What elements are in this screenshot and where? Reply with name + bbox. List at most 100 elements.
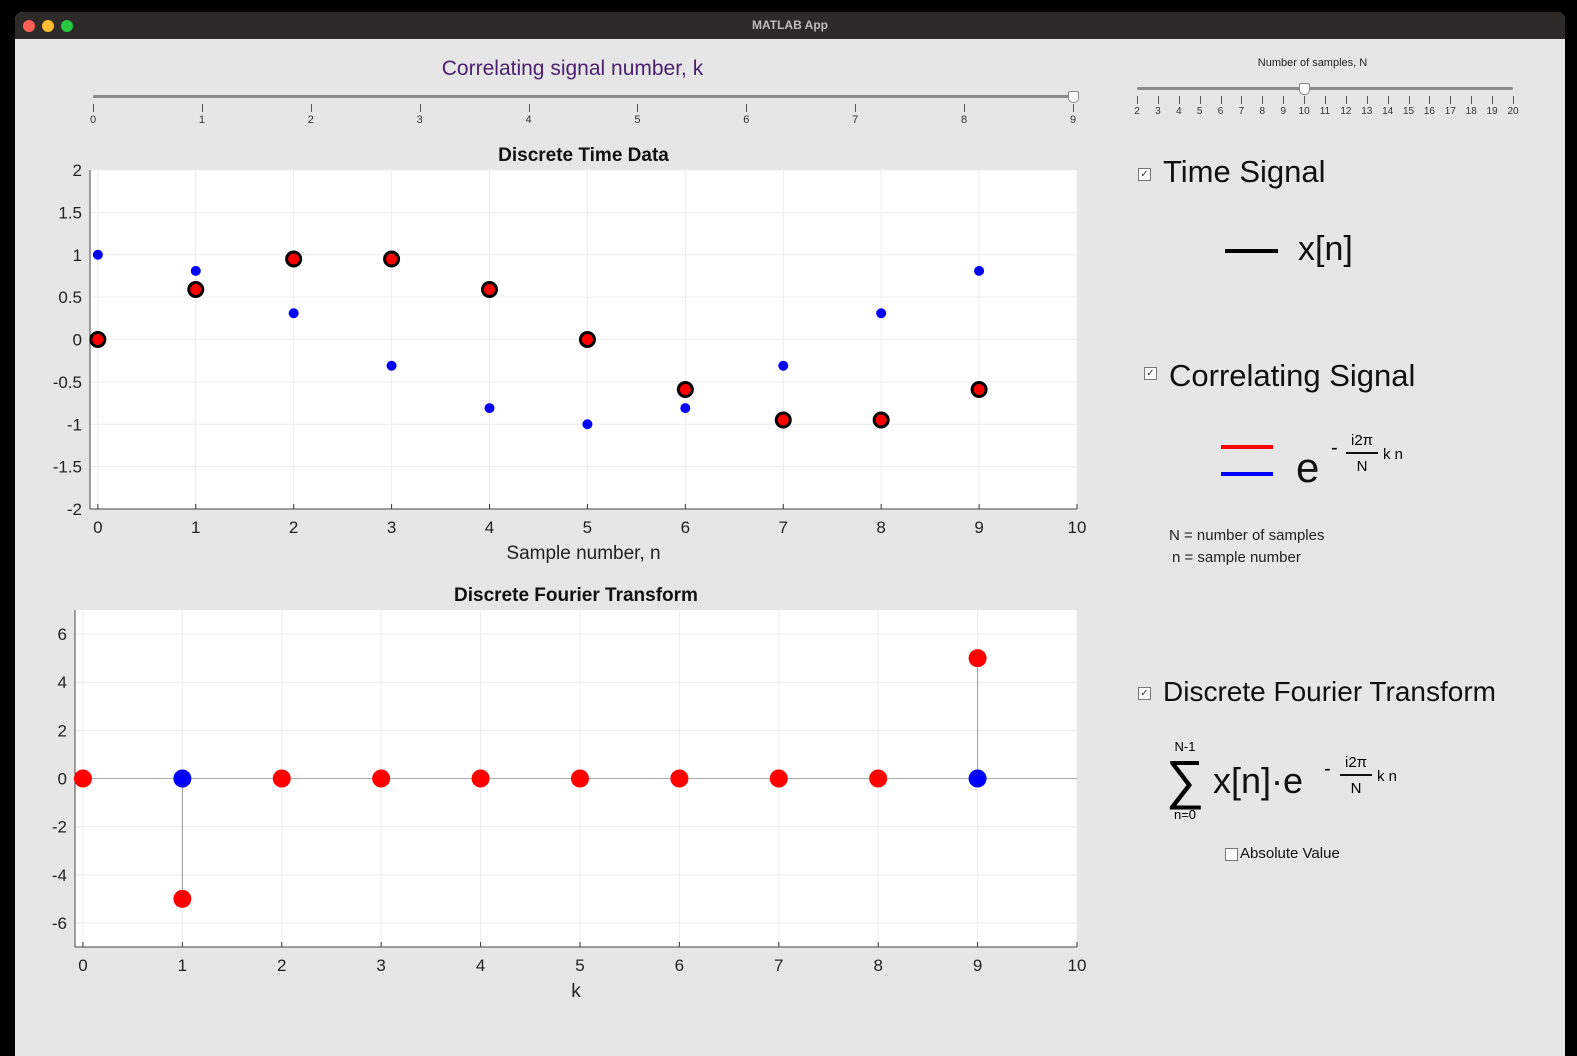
dft-checkbox[interactable]: ✓ [1138,687,1151,700]
blue-line-swatch [1221,472,1273,476]
slider-tick [1220,96,1222,104]
slider-tick [1492,96,1494,104]
data-point-red [869,769,888,788]
minimize-button[interactable] [42,20,54,32]
close-button[interactable] [23,20,35,32]
slider-tick-label: 13 [1361,106,1373,117]
data-point-blue [778,360,789,371]
slider-tick [964,104,966,112]
y-tick-label: 2 [58,721,67,740]
slider-tick-label: 19 [1486,106,1498,117]
y-tick-label: 0 [73,331,82,350]
data-point-blue [968,769,987,788]
slider-tick [310,104,312,112]
note-n: n = sample number [1172,549,1301,566]
dft-expression: x[n]·e [1213,760,1304,801]
x-tick-label: 2 [289,518,298,537]
n-slider[interactable]: 2 3 4 5 6 7 8 9 10 11 12 13 14 15 16 17 18 19 20 [1134,83,1519,124]
slider-tick-label: 7 [1238,106,1245,117]
x-tick-label: 4 [485,518,494,537]
data-point-red [73,769,92,788]
y-tick-label: 1.5 [58,203,82,222]
x-tick-label: 9 [973,956,982,975]
dft-exp-kn: k n [1377,768,1398,785]
slider-tick [1408,96,1410,104]
slider-tick-label: 6 [1217,106,1224,117]
data-point-red [89,331,107,348]
zoom-button[interactable] [61,20,73,32]
slider-tick [1241,96,1243,104]
y-tick-label: -4 [52,866,67,885]
data-point-red [970,381,988,399]
correlating-signal-checkbox[interactable]: ✓ [1144,367,1157,380]
slider-tick-label: 7 [852,114,859,126]
slider-tick [855,104,857,112]
x-tick-label: 1 [178,956,187,975]
slider-thumb[interactable] [1068,91,1079,103]
data-point-blue [876,308,887,319]
y-tick-label: 2 [73,161,82,180]
data-point-red [372,769,391,788]
slider-tick-label: 9 [1280,106,1286,117]
k-slider[interactable]: 0 1 2 3 4 5 6 7 8 9 [90,91,1079,132]
slider-tick-label: 5 [1196,106,1203,117]
slider-tick [1304,96,1306,104]
slider-tick [1513,96,1514,104]
slider-tick-label: 8 [961,114,968,126]
time-signal-checkbox[interactable]: ✓ [1138,168,1151,181]
data-point-blue [190,265,201,276]
slider-track[interactable] [93,95,1073,98]
y-tick-label: 0 [58,770,67,789]
x-tick-label: 10 [1068,956,1087,975]
time-signal-symbol: x[n] [1298,230,1353,268]
data-point-red [676,381,694,399]
x-tick-label: 1 [191,518,200,537]
x-tick-label: 6 [675,956,684,975]
exp-base: e [1296,444,1320,491]
x-tick-label: 0 [78,956,87,975]
y-tick-label: 0.5 [58,288,82,307]
slider-tick-label: 1 [198,114,205,126]
slider-tick-label: 4 [1175,106,1182,117]
slider-tick-label: 14 [1382,106,1394,117]
y-tick-label: 6 [58,625,67,644]
data-point-blue [173,769,192,788]
data-point-red [481,280,498,298]
discrete-time-chart: 0 1 2 3 4 5 6 7 8 9 10 -2 -1.5 -1 -0.5 0 0.5 1 1.5 2 Discret… [53,145,1087,564]
data-point-red [383,250,401,268]
slider-tick-label: 15 [1402,106,1415,117]
absolute-value-checkbox[interactable] [1225,848,1238,861]
slider-tick-label: 8 [1259,106,1266,117]
slider-thumb[interactable] [1299,83,1311,95]
slider-tick [1199,96,1201,104]
slider-tick-label: 3 [1155,106,1161,117]
dft-fraction-bar [1340,774,1372,776]
data-point-red [769,769,788,788]
slider-tick [1073,104,1074,112]
time-signal-label: Time Signal [1163,154,1326,189]
slider-tick [1429,96,1431,104]
dft-exp-numerator: i2π [1344,754,1368,771]
slider-tick [1157,96,1159,104]
slider-tick [1137,96,1138,104]
slider-track[interactable] [1137,87,1513,90]
x-tick-label: 7 [779,518,788,537]
dft-exp-denominator: N [1350,780,1362,797]
time-signal-line-swatch [1225,249,1278,253]
data-point-blue [680,403,691,414]
data-point-red [968,649,987,668]
exp-denominator: N [1356,458,1368,475]
exp-minus: - [1331,437,1338,459]
chart-title: Discrete Fourier Transform [454,585,698,606]
absolute-value-label: Absolute Value [1240,845,1340,862]
data-point-red [670,769,689,788]
chart-title: Discrete Time Data [498,145,669,166]
y-tick-label: 1 [73,246,82,265]
data-point-blue [92,249,103,260]
slider-tick-label: 0 [89,114,97,126]
y-tick-label: -1 [67,415,82,434]
x-tick-label: 6 [681,518,690,537]
data-point-red [774,411,792,429]
red-line-swatch [1221,445,1273,449]
slider-tick-label: 18 [1465,106,1477,117]
